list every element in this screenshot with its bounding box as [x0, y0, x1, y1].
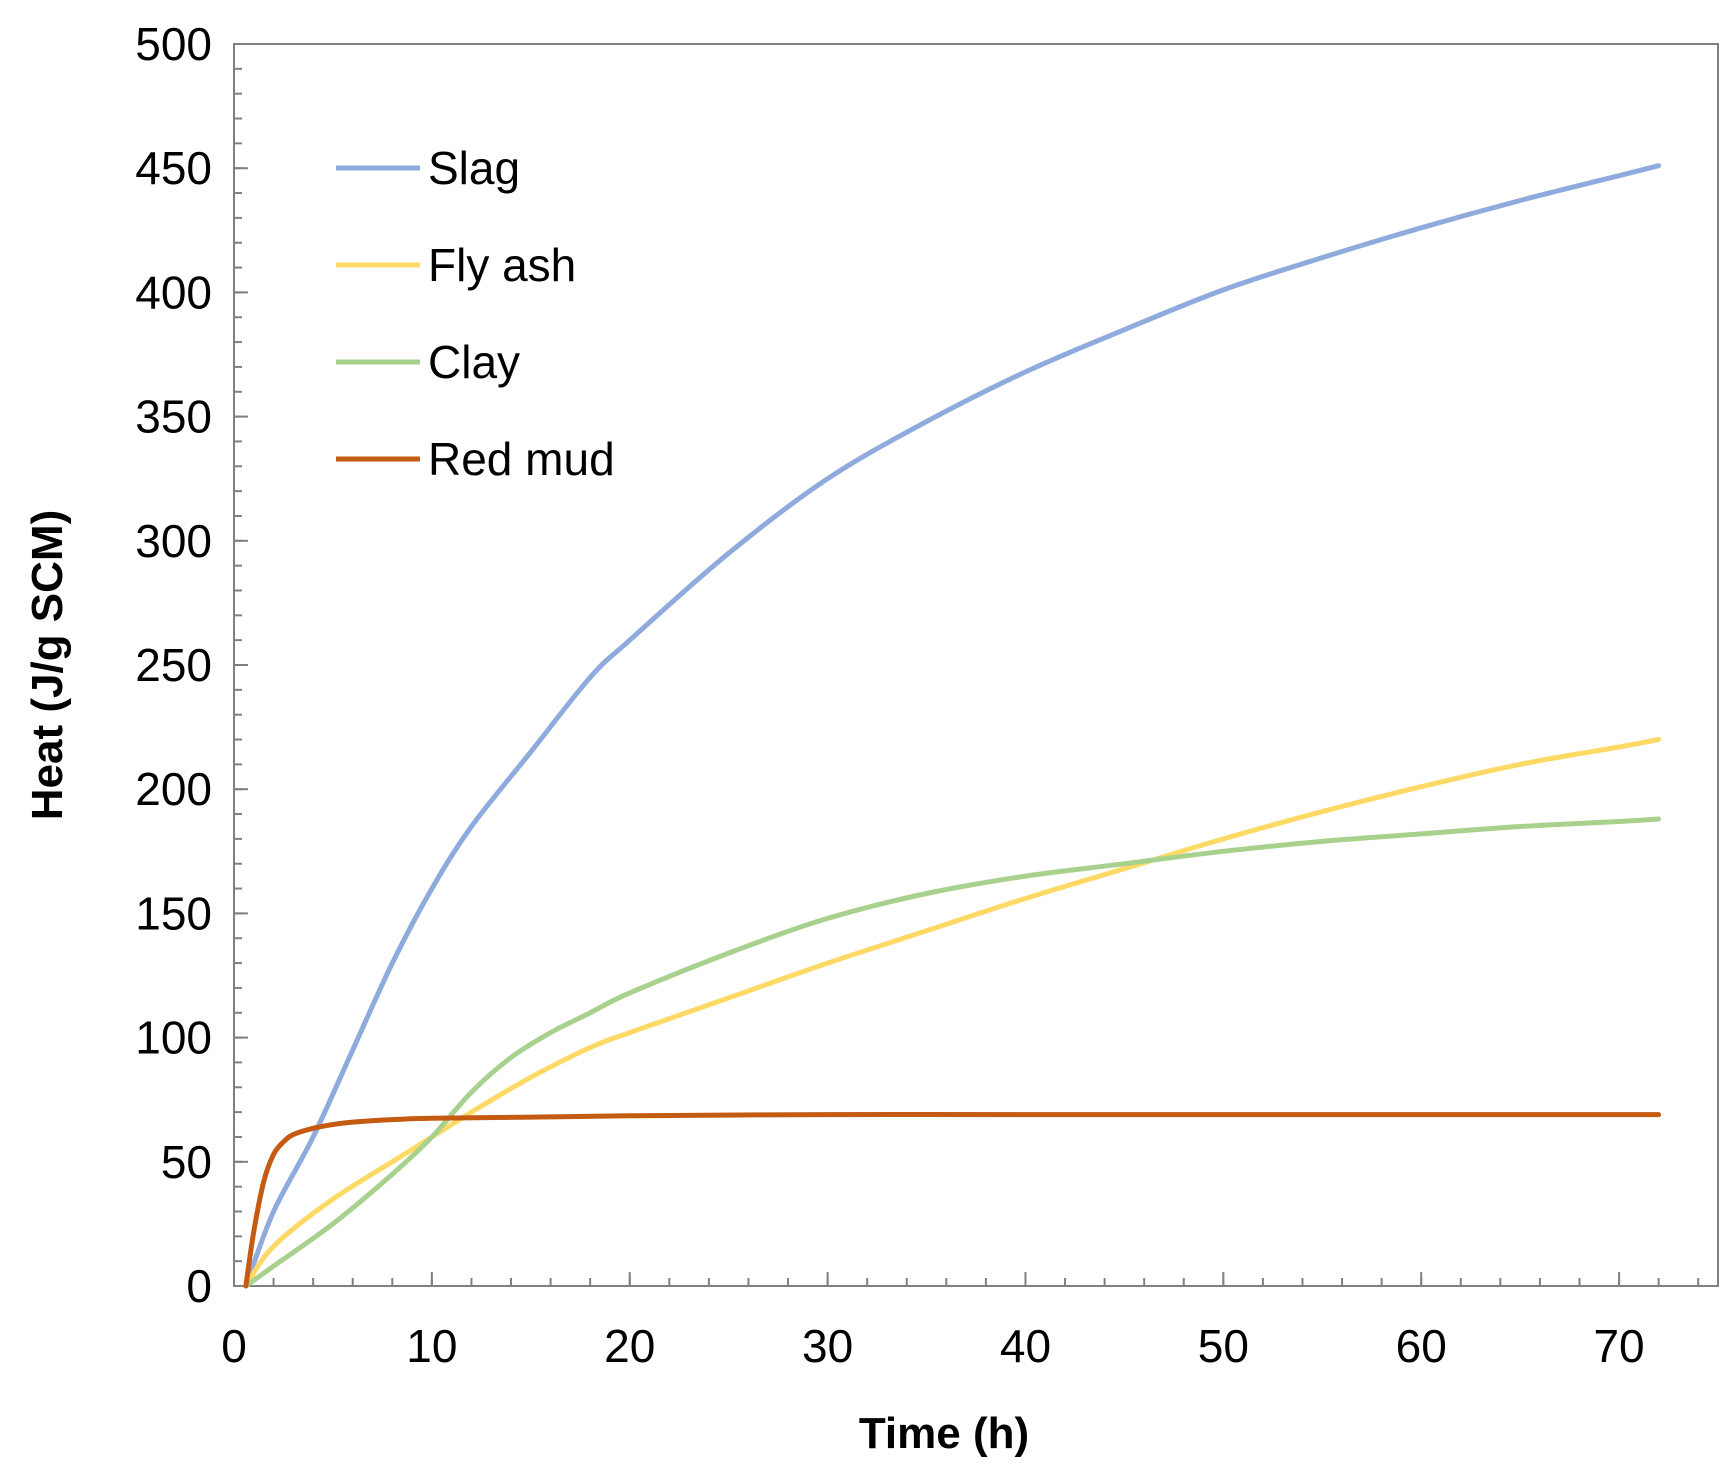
legend-label-slag: Slag	[428, 142, 520, 194]
y-tick-label: 400	[135, 266, 212, 318]
series-line-fly-ash	[243, 737, 1662, 1289]
x-tick-label: 40	[1000, 1320, 1051, 1372]
series-lines	[243, 163, 1662, 1289]
legend-label-red-mud: Red mud	[428, 433, 615, 485]
x-tick-label: 70	[1593, 1320, 1644, 1372]
x-tick-label: 10	[406, 1320, 457, 1372]
y-axis: 0 50 100 150 200 250 300 350 400 450 500	[135, 18, 248, 1312]
y-tick-label: 500	[135, 18, 212, 70]
plot-frame	[233, 43, 1719, 1287]
x-tick-label: 60	[1396, 1320, 1447, 1372]
x-tick-label: 20	[604, 1320, 655, 1372]
x-tick-label: 0	[221, 1320, 247, 1372]
x-tick-label: 50	[1198, 1320, 1249, 1372]
y-tick-label: 100	[135, 1012, 212, 1064]
x-axis: 0 10 20 30 40 50 60 70	[221, 1272, 1700, 1372]
series-line-clay	[243, 816, 1662, 1289]
y-tick-label: 300	[135, 515, 212, 567]
y-tick-label: 0	[186, 1260, 212, 1312]
y-tick-label: 250	[135, 639, 212, 691]
y-tick-label: 200	[135, 763, 212, 815]
legend-label-fly-ash: Fly ash	[428, 239, 576, 291]
legend-label-clay: Clay	[428, 336, 520, 388]
y-tick-label: 150	[135, 887, 212, 939]
y-tick-label: 50	[161, 1136, 212, 1188]
y-tick-label: 450	[135, 142, 212, 194]
x-tick-label: 30	[802, 1320, 853, 1372]
series-line-red-mud	[243, 1112, 1662, 1289]
series-line-slag	[243, 163, 1662, 1289]
y-tick-label: 350	[135, 391, 212, 443]
x-axis-title: Time (h)	[859, 1409, 1029, 1458]
y-axis-title: Heat (J/g SCM)	[23, 510, 72, 820]
legend: Slag Fly ash Clay Red mud	[336, 142, 615, 485]
